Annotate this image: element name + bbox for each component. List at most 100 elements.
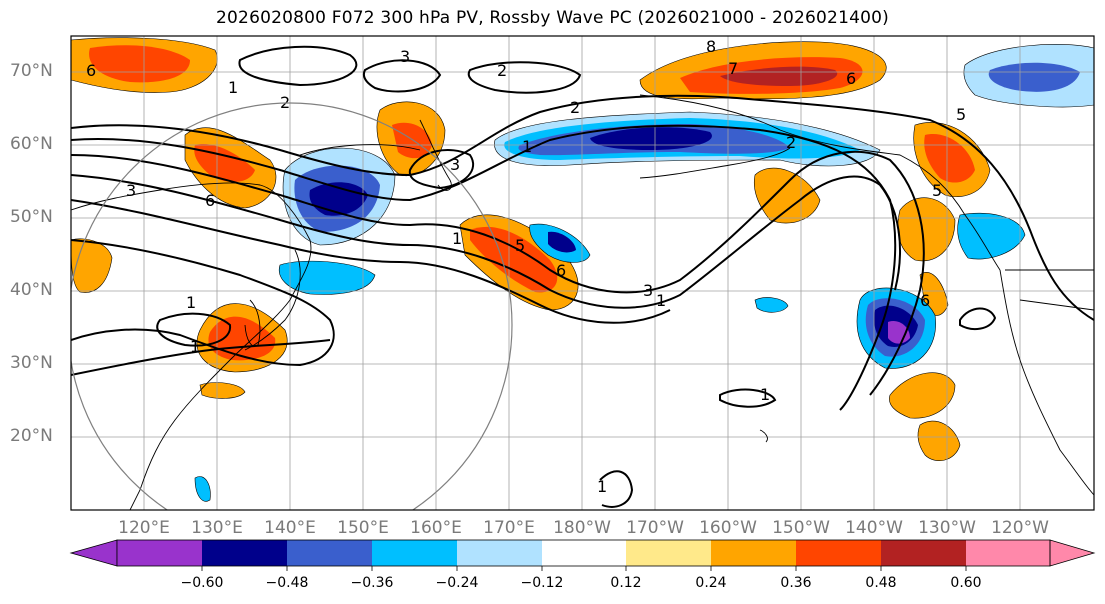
lon-label: 150°W: [772, 518, 830, 538]
colorbar-bin: [287, 540, 372, 566]
contour-label: 6: [556, 261, 566, 280]
colorbar-bin: [117, 540, 202, 566]
anomaly-bc-coast-neg: [957, 212, 1026, 260]
contour-label: 6: [205, 191, 215, 210]
colorbar-label: −0.60: [180, 575, 224, 591]
contour-label: 8: [706, 37, 716, 56]
lon-label: 170°E: [483, 518, 535, 538]
contour-label: 6: [920, 291, 930, 310]
contour-labels: 6 1 2 3 2 8 7 6 5 1 2 3 5 6 1 3 1 6 3 1 …: [86, 37, 966, 496]
contour-label: 3: [126, 181, 136, 200]
lon-label: 160°W: [699, 518, 757, 538]
colorbar-label: −0.24: [435, 575, 479, 591]
contour-label: 1: [597, 477, 607, 496]
contour-label: 3: [400, 47, 410, 66]
anomaly-bering-core: [590, 127, 712, 150]
lat-label: 70°N: [10, 61, 53, 81]
contour-label: 5: [515, 236, 525, 255]
lat-label: 40°N: [10, 280, 53, 300]
anomaly-japan-east: [278, 260, 376, 295]
lon-label: 140°W: [845, 518, 903, 538]
coast-aleutians: [639, 147, 791, 179]
anomaly-midpacific-core: [548, 231, 576, 253]
lat-label: 50°N: [10, 207, 53, 227]
anomaly-okhotsk-core: [392, 122, 432, 159]
colorbar-label: 0.48: [865, 575, 897, 591]
colorbar-label: 0.24: [695, 575, 727, 591]
contour-label: 1: [760, 385, 770, 404]
contour-label: 1: [656, 291, 666, 310]
coast-hawaii: [759, 429, 768, 443]
contour-label: 2: [570, 98, 580, 117]
anomaly-china-south: [194, 476, 211, 502]
colorbar: [69, 539, 1096, 571]
lon-label: 170°W: [626, 518, 684, 538]
contour-label: 1: [186, 293, 196, 312]
colorbar-label: 0.12: [610, 575, 642, 591]
contour-label: 5: [956, 105, 966, 124]
region-circle: [71, 102, 513, 510]
contour-label: 5: [932, 181, 942, 200]
colorbar-label: −0.12: [520, 575, 564, 591]
lat-label: 20°N: [10, 426, 53, 446]
colorbar-extend-low: [69, 539, 118, 567]
coast-japan: [244, 249, 301, 351]
anomaly-china-west: [71, 238, 113, 293]
anomaly-small-pacific: [754, 297, 789, 313]
lon-label: 150°E: [337, 518, 389, 538]
borders-na: [1005, 269, 1094, 311]
anomaly-west-pacific-core: [470, 226, 558, 293]
anomaly-japan-south-core: [208, 316, 276, 361]
anomaly-siberia-core: [194, 144, 255, 182]
colorbar-label: −0.36: [350, 575, 394, 591]
colorbar-ticks: [201, 566, 967, 571]
colorbar-bin: [457, 540, 542, 566]
colorbar-bin: [542, 540, 626, 566]
colorbar-bin: [881, 540, 966, 566]
anomaly-gulf-alaska: [753, 167, 821, 224]
colorbar-bin: [796, 540, 881, 566]
anomaly-sea-japan: [199, 382, 246, 399]
contour-label: 2: [497, 61, 507, 80]
anomaly-ne-pacific-max: [720, 66, 838, 86]
coast-alaska: [639, 94, 1001, 271]
contour-label: 1: [452, 229, 462, 248]
colorbar-label: 0.60: [950, 575, 982, 591]
colorbar-bin: [202, 540, 287, 566]
colorbar-bin: [711, 540, 796, 566]
colorbar-label: 0.36: [780, 575, 812, 591]
lat-label: 60°N: [10, 134, 53, 154]
anomaly-kamchatka-core: [309, 182, 368, 216]
lon-label: 120°W: [991, 518, 1049, 538]
contour-label: 3: [450, 155, 460, 174]
contour-label: 1: [228, 78, 238, 97]
contour-label: 1: [522, 137, 532, 156]
contour-label: 1: [190, 337, 200, 356]
pv-fields: [71, 37, 1094, 502]
lon-label: 130°W: [918, 518, 976, 538]
contour-label: 6: [86, 61, 96, 80]
contour-label: 6: [846, 69, 856, 88]
map-title: 2026020800 F072 300 hPa PV, Rossby Wave …: [216, 8, 889, 28]
lon-label: 160°E: [410, 518, 462, 538]
coast-north-america: [999, 269, 1094, 496]
coast-okhotsk: [299, 144, 421, 156]
colorbar-label: −0.48: [265, 575, 309, 591]
colorbar-frame: [116, 539, 1051, 567]
colorbar-bin: [966, 540, 1050, 566]
lat-label: 30°N: [10, 353, 53, 373]
colorbar-extend-high: [1049, 539, 1096, 567]
anomaly-hawaii-south: [917, 420, 961, 462]
lon-label: 140°E: [264, 518, 316, 538]
coastlines: [71, 94, 1094, 510]
colorbar-bin: [626, 540, 711, 566]
map-frame: [70, 35, 1095, 511]
lon-label: 180°W: [553, 518, 611, 538]
anomaly-alaska-north-core: [988, 62, 1080, 92]
anomaly-nw-core: [89, 45, 190, 83]
contour-label: 7: [728, 59, 738, 78]
pv-contours: [71, 45, 1094, 508]
contour-label: 3: [643, 281, 653, 300]
colorbar-bin: [372, 540, 457, 566]
